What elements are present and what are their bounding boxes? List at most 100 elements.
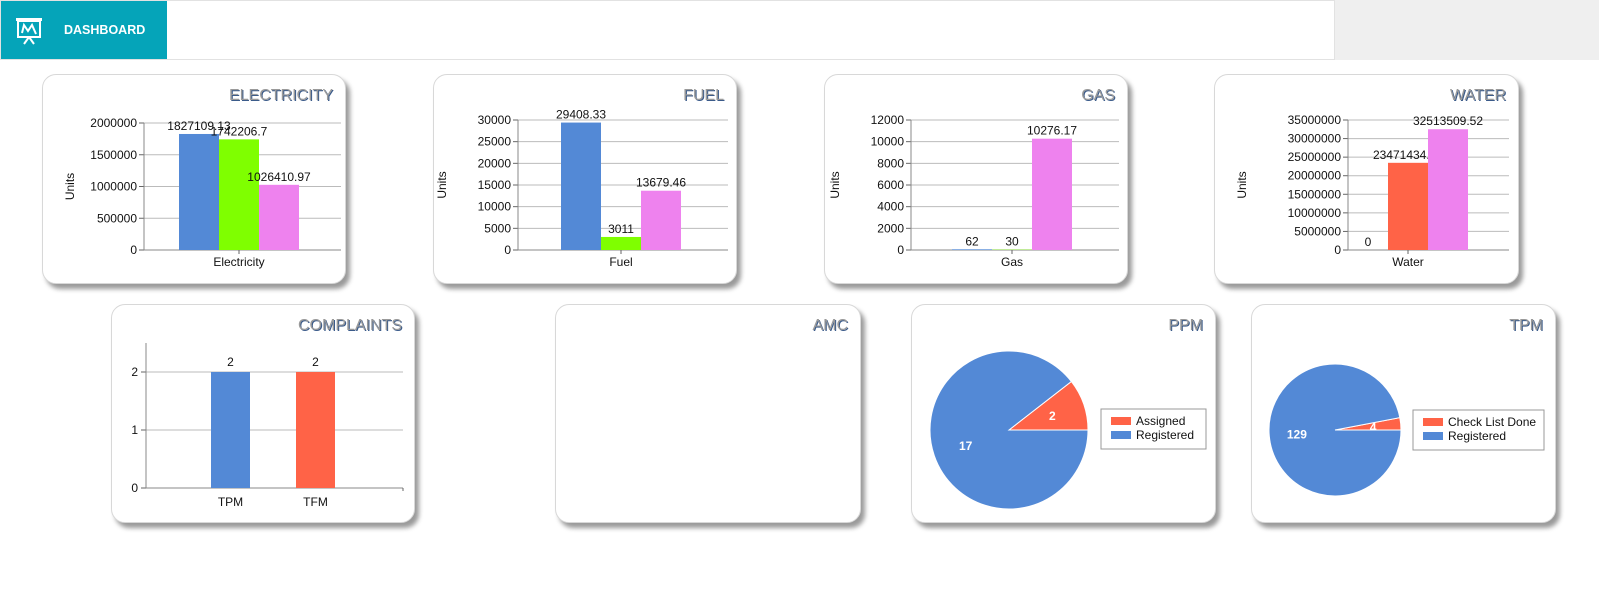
x-tick-label: Water [1392, 255, 1424, 269]
electricity-chart: 0 500000 1000000 1500000 2000000 1827109.1317… [63, 116, 341, 269]
y-tick-label: 2 [131, 365, 138, 379]
water-card: WATER 0 5000000 10000000 15000000 20000000 250… [1214, 74, 1519, 284]
top-bar-right [1335, 0, 1599, 60]
y-tick-label: 4000 [877, 200, 904, 214]
bar [561, 122, 601, 250]
card-title: FUEL [683, 87, 724, 104]
y-tick-label: 0 [130, 243, 137, 257]
x-tick-label: TFM [303, 495, 328, 509]
legend-swatch [1111, 431, 1131, 439]
legend-swatch [1423, 418, 1443, 426]
data-label: 1827109.13 [167, 119, 231, 133]
y-tick-label: 0 [1334, 243, 1341, 257]
bar [259, 184, 299, 250]
bar [296, 372, 335, 488]
bar [952, 249, 992, 250]
fuel-chart: 0 5000 10000 15000 20000 25000 30000 29408.33 30… [435, 108, 728, 269]
data-label: 30 [1005, 235, 1019, 249]
y-tick-label: 0 [131, 481, 138, 495]
water-chart: 0 5000000 10000000 15000000 20000000 25000000… [1235, 113, 1509, 269]
data-label: 0 [1365, 235, 1372, 249]
pie-label: 4 [1370, 420, 1377, 434]
dashboard-nav-button[interactable]: DASHBOARD [1, 1, 167, 59]
bar [179, 133, 219, 250]
data-label: 62 [965, 234, 979, 248]
complaints-chart: 0 1 2 2 TPM 2 TFM [131, 343, 404, 509]
y-tick-label: 6000 [877, 178, 904, 192]
y-tick-label: 0 [897, 243, 904, 257]
y-axis-label: Units [828, 171, 842, 198]
card-title: AMC [812, 317, 848, 334]
data-label: 3011 [608, 222, 634, 236]
data-label: 1742206.7 [211, 124, 268, 138]
pie-slice [1268, 363, 1402, 497]
data-label: 2 [227, 355, 234, 369]
y-tick-label: 2000000 [90, 116, 137, 130]
y-tick-label: 500000 [97, 211, 137, 225]
bar [1032, 138, 1072, 250]
y-tick-label: 2000 [877, 221, 904, 235]
dashboard-label: DASHBOARD [64, 23, 146, 37]
y-axis-label: Units [1235, 171, 1249, 198]
tpm-card: TPM 4 129 Check List Done Registered [1251, 304, 1556, 523]
pie-label: 2 [1049, 409, 1056, 423]
data-label: 13679.46 [636, 176, 686, 190]
y-tick-label: 1000000 [90, 180, 137, 194]
y-tick-label: 8000 [877, 156, 904, 170]
legend-label: Assigned [1136, 414, 1185, 428]
y-tick-label: 30000000 [1288, 132, 1342, 146]
y-tick-label: 1 [131, 423, 138, 437]
presentation-chart-icon [16, 18, 42, 45]
y-tick-label: 0 [504, 243, 511, 257]
y-tick-label: 35000000 [1288, 113, 1342, 127]
y-tick-label: 30000 [478, 113, 512, 127]
data-label: 29408.33 [556, 108, 606, 122]
bar [1428, 129, 1468, 250]
pie-label: 17 [959, 439, 973, 453]
bar [1388, 162, 1428, 250]
y-tick-label: 5000 [484, 221, 511, 235]
data-label: 2 [312, 355, 319, 369]
amc-card: AMC [555, 304, 861, 523]
pie-label: 129 [1287, 428, 1307, 442]
card-title: WATER [1450, 87, 1506, 104]
y-axis-label: Units [435, 171, 449, 198]
y-tick-label: 15000 [478, 178, 512, 192]
legend-label: Registered [1136, 428, 1194, 442]
x-tick-label: TPM [218, 495, 243, 509]
x-tick-label: Gas [1001, 255, 1023, 269]
y-tick-label: 5000000 [1294, 224, 1341, 238]
y-tick-label: 20000000 [1288, 169, 1342, 183]
legend-box [1100, 408, 1207, 450]
y-tick-label: 10000 [478, 200, 512, 214]
data-label: 1026410.97 [247, 170, 311, 184]
card-title: TPM [1509, 317, 1543, 334]
pie-slice [929, 350, 1089, 510]
legend-label: Registered [1448, 429, 1506, 443]
card-title: GAS [1081, 87, 1115, 104]
y-tick-label: 25000000 [1288, 150, 1342, 164]
fuel-card: FUEL 0 5000 10000 15000 20000 25000 30000 29408.… [433, 74, 737, 284]
y-tick-label: 10000000 [1288, 206, 1342, 220]
y-tick-label: 12000 [871, 113, 905, 127]
gas-card: GAS 0 2000 4000 6000 8000 10000 12000 62 30 10276.… [824, 74, 1128, 284]
y-tick-label: 25000 [478, 135, 512, 149]
card-title: COMPLAINTS [297, 317, 402, 334]
data-label: 32513509.52 [1413, 114, 1483, 128]
y-tick-label: 20000 [478, 156, 512, 170]
card-title: PPM [1168, 317, 1203, 334]
amc-chart [556, 305, 862, 524]
ppm-card: PPM 2 17 Assigned Registered [911, 304, 1216, 523]
x-tick-label: Electricity [213, 255, 264, 269]
electricity-card: ELECTRICITY 0 500000 1000000 1500000 2000000 1… [42, 74, 346, 284]
y-tick-label: 15000000 [1288, 187, 1342, 201]
bar [211, 372, 250, 488]
top-bar [0, 0, 1335, 60]
data-label: 23471434.75 [1373, 148, 1443, 162]
data-label: 10276.17 [1027, 124, 1077, 138]
legend-label: Check List Done [1448, 415, 1536, 429]
y-axis-label: Units [63, 173, 77, 200]
bar [601, 236, 641, 250]
